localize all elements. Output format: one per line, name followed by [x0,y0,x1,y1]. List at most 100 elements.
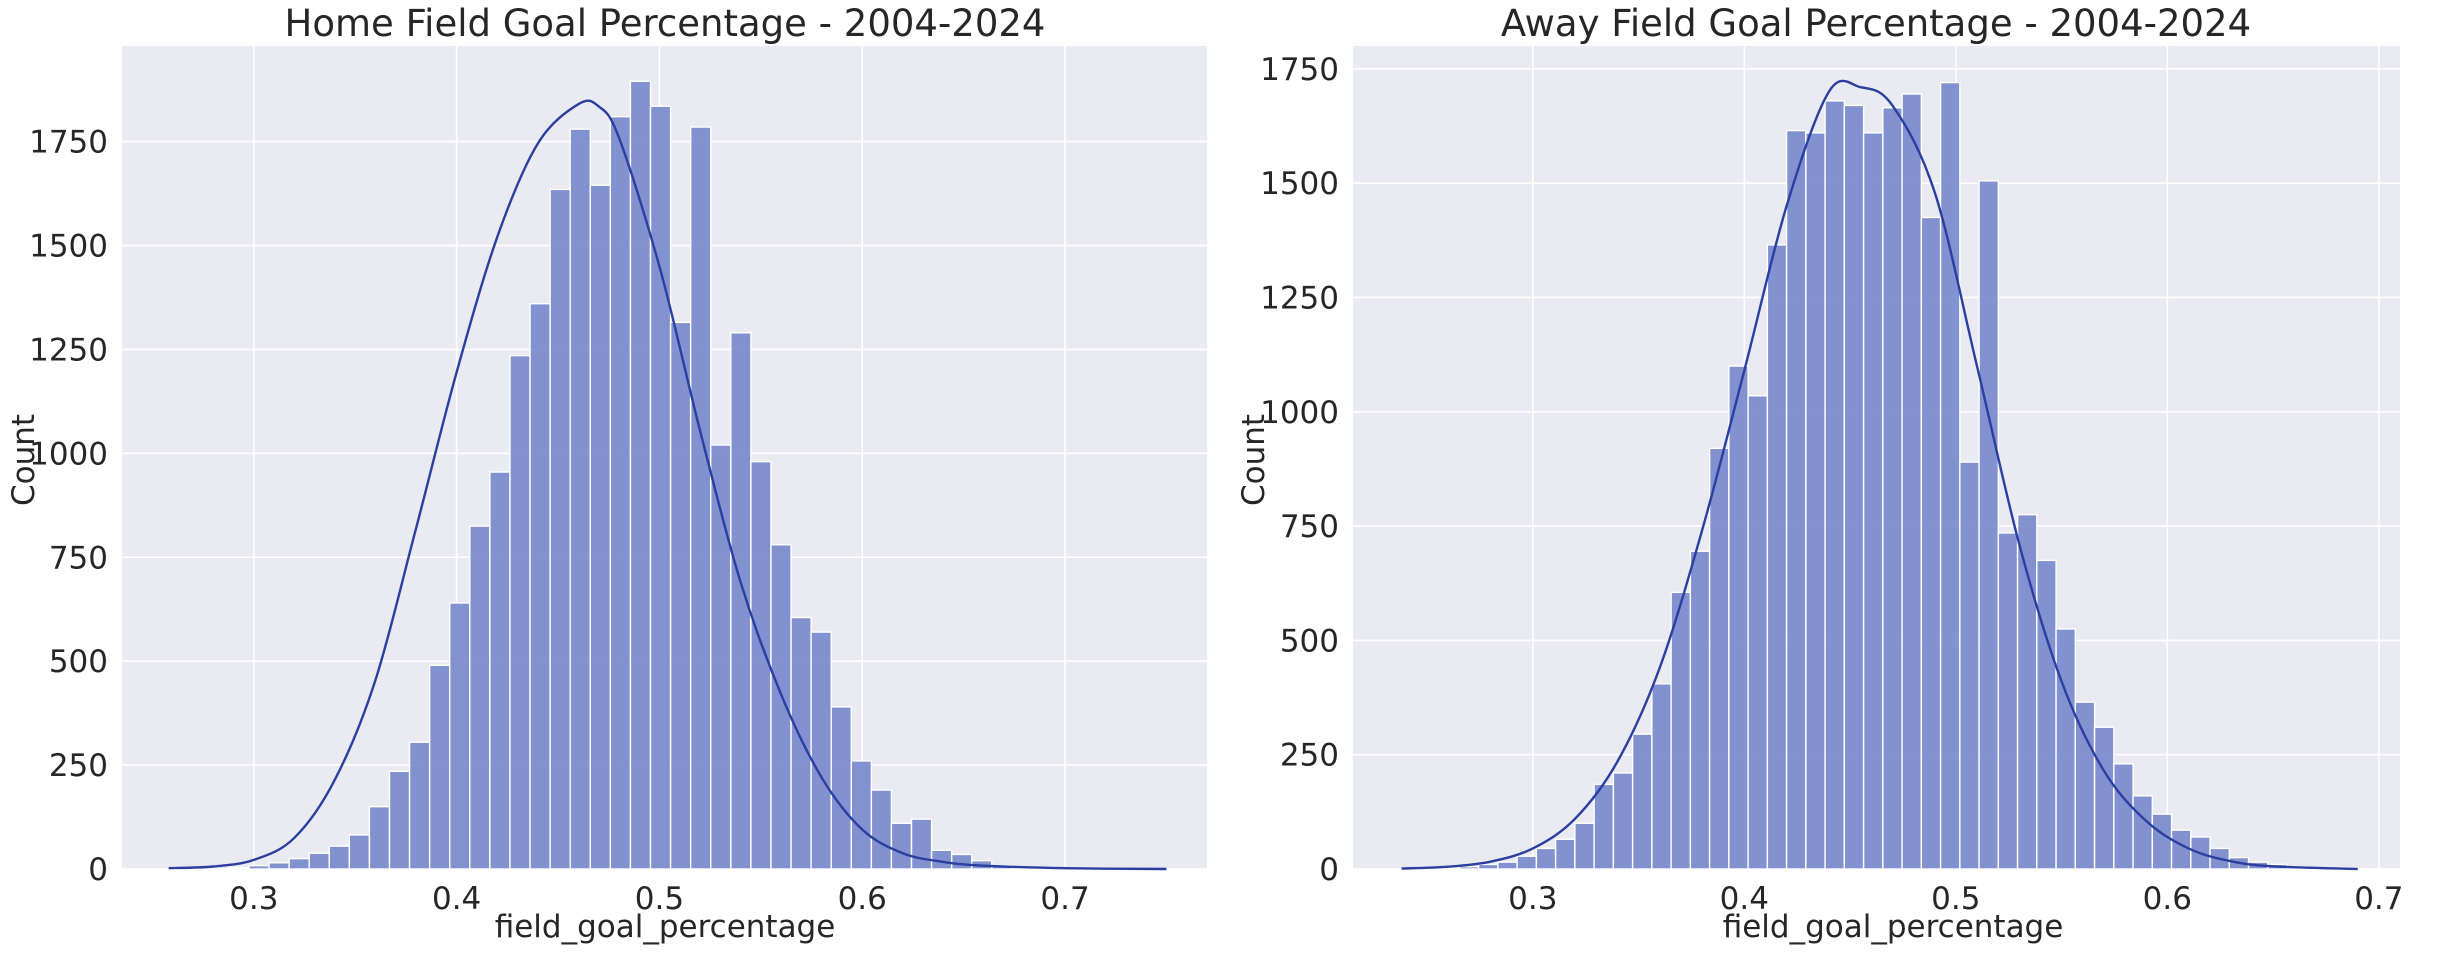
away-histogram-bar [1939,81,1961,870]
chart-home-y-ticks: 0 250 500 750 1000 1250 1500 1750 [29,125,108,888]
away-y-tick-label: 250 [1280,738,1339,774]
home-x-tick-label: 0.5 [635,881,684,917]
home-histogram-bar [388,770,411,870]
home-histogram-bar [509,354,531,870]
away-y-tick-label: 750 [1280,509,1339,545]
home-x-tick-label: 0.3 [229,881,278,917]
away-histogram-bar [1670,591,1692,870]
chart-away-x-axis-label: field_goal_percentage [1723,909,2064,945]
home-y-tick-label: 750 [49,540,108,576]
chart-away-title: Away Field Goal Percentage - 2004-2024 [1501,2,2251,45]
away-histogram-bar [1901,93,1923,870]
home-histogram-bar [368,805,391,870]
away-histogram-bar [1843,104,1865,870]
away-histogram-bar [1747,395,1769,870]
home-y-tick-label: 1750 [29,125,108,161]
chart-home-bars [228,80,1093,870]
away-y-tick-label: 1250 [1260,280,1339,316]
away-histogram-bar [1959,461,1980,870]
away-y-tick-label: 1000 [1260,395,1339,431]
home-y-tick-label: 1500 [29,229,108,265]
home-histogram-bar [850,760,873,870]
away-histogram-bar [2074,701,2096,870]
chart-away-kde-line [1401,79,2358,871]
away-histogram-bar [2036,559,2057,870]
home-histogram-bar [810,631,832,870]
away-histogram-bar [1805,132,1826,870]
away-histogram-bar [1862,132,1884,870]
away-histogram-bar [1612,772,1634,870]
home-histogram-bar [689,126,712,870]
away-histogram-bar [2055,628,2077,870]
away-x-tick-label: 0.7 [2354,881,2403,917]
away-histogram-bar [2113,763,2134,870]
away-y-tick-label: 1500 [1260,166,1339,202]
away-histogram-bar [2151,813,2173,870]
home-y-tick-label: 0 [88,852,108,888]
chart-home-y-axis-label: Count [6,414,42,506]
home-histogram-bar [730,332,752,870]
home-histogram-bar [750,460,772,870]
home-histogram-bar [649,105,672,870]
away-histogram-bar [1651,683,1672,870]
chart-home-x-ticks: 0.3 0.4 0.5 0.6 0.7 [229,881,1090,917]
home-histogram-bar [489,471,511,870]
home-histogram-bar [890,822,913,870]
home-histogram-bar [669,321,692,870]
away-histogram-bar [1728,365,1749,870]
away-histogram-bar [1574,822,1595,870]
home-x-tick-label: 0.4 [432,881,481,917]
home-histogram-bar [288,857,310,870]
chart-away-y-ticks: 0 250 500 750 1000 1250 1500 1750 [1260,52,1339,888]
home-histogram-bar [348,834,371,870]
home-histogram-bar [308,852,330,870]
away-x-tick-label: 0.5 [1931,881,1980,917]
away-histogram-bar [1882,107,1903,870]
home-histogram-bar [228,867,250,870]
away-x-tick-label: 0.4 [1720,881,1769,917]
away-histogram-bar [2016,513,2038,870]
chart-home-kde-line [168,99,1167,871]
chart-away-bars [1439,81,2365,870]
home-y-tick-label: 500 [49,644,108,680]
away-histogram-bar [1708,447,1730,870]
away-histogram-bar [1516,855,1538,870]
chart-home-x-axis-label: field_goal_percentage [495,909,836,945]
away-histogram-bar [1497,861,1518,870]
away-histogram-bar [1631,733,1653,870]
home-histogram-bar [469,525,491,870]
home-histogram-bar [328,845,351,870]
chart-away-x-ticks: 0.3 0.4 0.5 0.6 0.7 [1508,881,2403,917]
home-histogram-bar [950,853,973,870]
away-histogram-bar [1997,532,2019,870]
home-histogram-bar [549,188,571,870]
away-histogram-bar [2132,795,2154,870]
away-histogram-bar [1535,847,1557,870]
away-x-tick-label: 0.6 [2143,881,2192,917]
away-histogram-bar [1785,129,1807,870]
chart-home-title: Home Field Goal Percentage - 2004-2024 [285,2,1046,45]
away-y-tick-label: 500 [1280,623,1339,659]
home-histogram-bar [248,864,270,870]
home-histogram-bar [529,303,551,870]
away-histogram-bar [1978,180,2000,870]
home-histogram-bar [770,544,792,870]
home-histogram-bar [268,862,290,870]
home-x-tick-label: 0.6 [838,881,887,917]
home-histogram-bar [569,128,591,870]
home-histogram-bar [830,706,852,870]
away-histogram-bar [1593,783,1615,870]
away-histogram-bar [1920,216,1942,870]
home-histogram-bar [609,115,632,870]
home-histogram-bar [428,664,451,870]
away-y-tick-label: 0 [1319,852,1339,888]
away-histogram-bar [1477,863,1499,870]
home-histogram-bar [589,184,612,870]
home-histogram-bar [910,818,933,870]
away-histogram-bar [2170,829,2192,870]
away-histogram-bar [1458,866,1480,870]
away-histogram-bar [1824,100,1846,870]
